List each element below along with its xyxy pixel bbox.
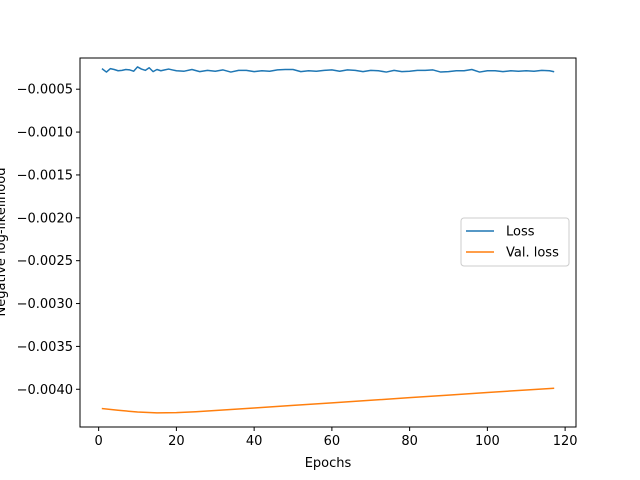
plot-area-frame [79, 57, 577, 428]
series-line-1 [101, 387, 555, 414]
series-line-0 [101, 66, 555, 73]
legend-label-1: Val. loss [506, 246, 559, 261]
x-axis-label: Epochs [305, 456, 352, 471]
y-tick-label: −0.0035 [17, 340, 73, 355]
y-tick-label: −0.0015 [17, 168, 73, 183]
x-tick-label: 100 [475, 434, 500, 449]
x-tick-label: 40 [246, 434, 263, 449]
y-tick-label: −0.0040 [17, 383, 73, 398]
x-tick-label: 60 [324, 434, 341, 449]
x-tick-label: 80 [401, 434, 418, 449]
y-axis-label: Negative log-likelihood [0, 168, 9, 317]
x-tick-label: 120 [553, 434, 578, 449]
legend: Loss Val. loss [460, 217, 570, 267]
legend-frame [460, 217, 570, 267]
x-tick-label: 20 [168, 434, 185, 449]
y-tick-label: −0.0030 [17, 297, 73, 312]
x-tick-label: 0 [95, 434, 103, 449]
y-tick-label: −0.0025 [17, 254, 73, 269]
series-layer [101, 66, 555, 414]
x-axis: 0 20 40 60 80 100 120 [95, 427, 578, 449]
y-tick-label: −0.0020 [17, 211, 73, 226]
legend-label-0: Loss [506, 225, 535, 240]
y-tick-label: −0.0005 [17, 83, 73, 98]
y-tick-label: −0.0010 [17, 126, 73, 141]
y-axis: −0.0005 −0.0010 −0.0015 −0.0020 −0.0025 −0.00… [17, 83, 80, 398]
